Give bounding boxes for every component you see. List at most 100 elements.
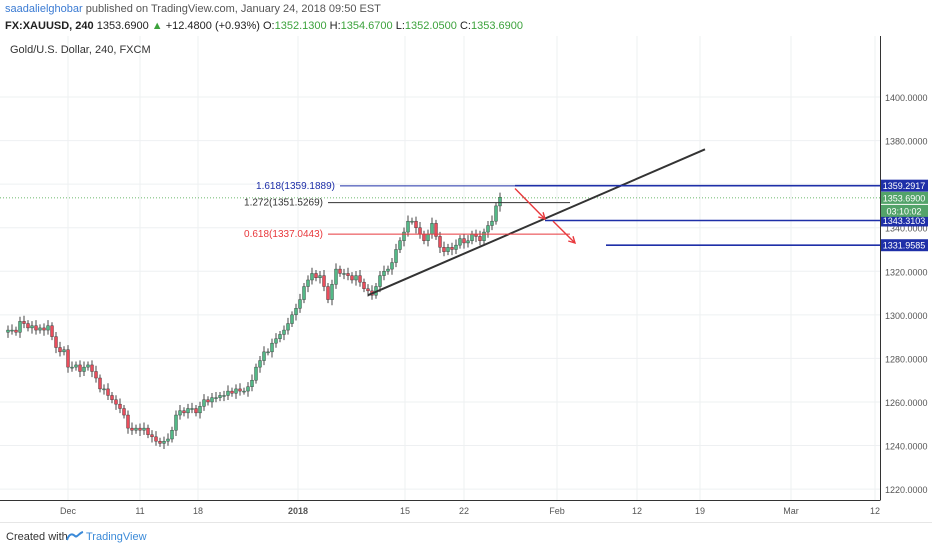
candle-body [326,286,330,300]
candle-body [398,240,402,250]
candle-body [466,240,470,244]
candle-body [434,223,438,237]
candle-body [314,273,318,279]
tradingview-brand[interactable]: TradingView [86,531,147,543]
open-value: 1352.1300 [274,20,327,32]
candle-body [218,395,222,398]
y-tick-label: 1320.0000 [885,267,928,277]
candle-body [366,288,370,292]
high-value: 1354.6700 [340,20,393,32]
x-tick-label: Mar [783,506,799,516]
candle-body [302,286,306,300]
candle-body [258,360,262,368]
candle-body [182,410,186,414]
candle-body [406,220,410,233]
candle-body [298,299,302,309]
drawings[interactable]: 1.618(1359.1889) 1.272(1351.5269) 0.618(13… [244,148,880,297]
candle-body [142,427,146,431]
candle-body [454,244,458,250]
arrow-line[interactable] [514,187,546,220]
y-tick-label: 1260.0000 [885,398,928,408]
candle-body [66,349,70,368]
candle-body [194,408,198,414]
arrow-line[interactable] [552,220,576,244]
candle-body [6,329,10,333]
candle-body [238,388,242,392]
candle-body [330,284,334,300]
candle-body [498,197,502,207]
grid [0,36,880,500]
candle-body [274,338,278,344]
price-label-box [881,214,928,227]
candle-body [338,268,342,274]
x-tick-label: 11 [135,506,144,516]
candle-body [282,329,286,335]
low-label: L: [395,20,405,32]
candle-body [102,388,106,391]
fib-level-label: 0.618(1337.0443) [244,229,323,240]
candle-body [198,406,202,414]
trendline[interactable] [367,148,706,297]
candle-body [462,238,466,244]
price-axis[interactable]: 1220.0000 1240.0000 1260.0000 1280.0000 1300… [0,36,928,516]
candle-body [130,427,134,431]
candle-body [342,273,346,275]
candle-body [86,364,90,368]
candle-body [378,275,382,287]
y-tick-label: 1380.0000 [885,137,928,147]
candle-body [90,364,94,372]
candle-body [98,377,102,390]
candle-body [30,325,34,329]
candle-body [186,408,190,414]
y-tick-label: 1400.0000 [885,93,928,103]
candle-body [410,220,414,223]
candle-body [418,227,422,235]
last-price: 1353.6900 [96,20,149,32]
candle-body [154,436,158,442]
author-link[interactable]: saadalielghobar [5,3,83,15]
candle-body [50,325,54,337]
price-label: 1343.3103 [883,216,926,226]
candle-body [62,349,66,353]
candle-body [450,247,454,250]
candle-body [262,351,266,361]
candle-body [470,234,474,241]
candle-body [318,275,322,279]
candle-body [266,351,270,354]
price-label: 1359.2917 [883,181,926,191]
candle-body [290,314,294,324]
candle-body [390,262,394,270]
candle-body [226,390,230,396]
candle-body [362,281,366,289]
candle-body [126,414,130,429]
candle-body [94,371,98,379]
candle-body [106,388,110,396]
chart-title: Gold/U.S. Dollar, 240, FXCM [10,44,151,56]
candle-body [478,236,482,241]
candle-body [202,399,206,407]
close-label: C: [459,20,471,32]
x-tick-label: Dec [60,506,77,516]
price-chart[interactable]: 1.618(1359.1889) 1.272(1351.5269) 0.618(13… [0,36,932,520]
y-tick-label: 1220.0000 [885,485,928,495]
x-tick-label: 12 [632,506,642,516]
candle-body [34,325,38,331]
candle-body [206,399,210,403]
candle-body [278,334,282,339]
close-value: 1353.6900 [470,20,523,32]
candle-body [170,430,174,440]
last-price-label: 1353.6900 [883,193,926,203]
x-tick-label: 22 [459,506,469,516]
y-tick-label: 1300.0000 [885,311,928,321]
candle-body [58,347,62,353]
symbol-label: FX:XAUUSD, 240 [5,20,94,32]
candle-body [134,427,138,431]
candle-body [422,234,426,241]
candle-body [306,279,310,287]
candle-body [334,268,338,285]
candle-body [82,366,86,372]
candle-body [234,388,238,394]
last-price-box [881,191,928,204]
chart-area[interactable]: 1.618(1359.1889) 1.272(1351.5269) 0.618(13… [0,36,932,520]
candle-body [222,395,226,397]
